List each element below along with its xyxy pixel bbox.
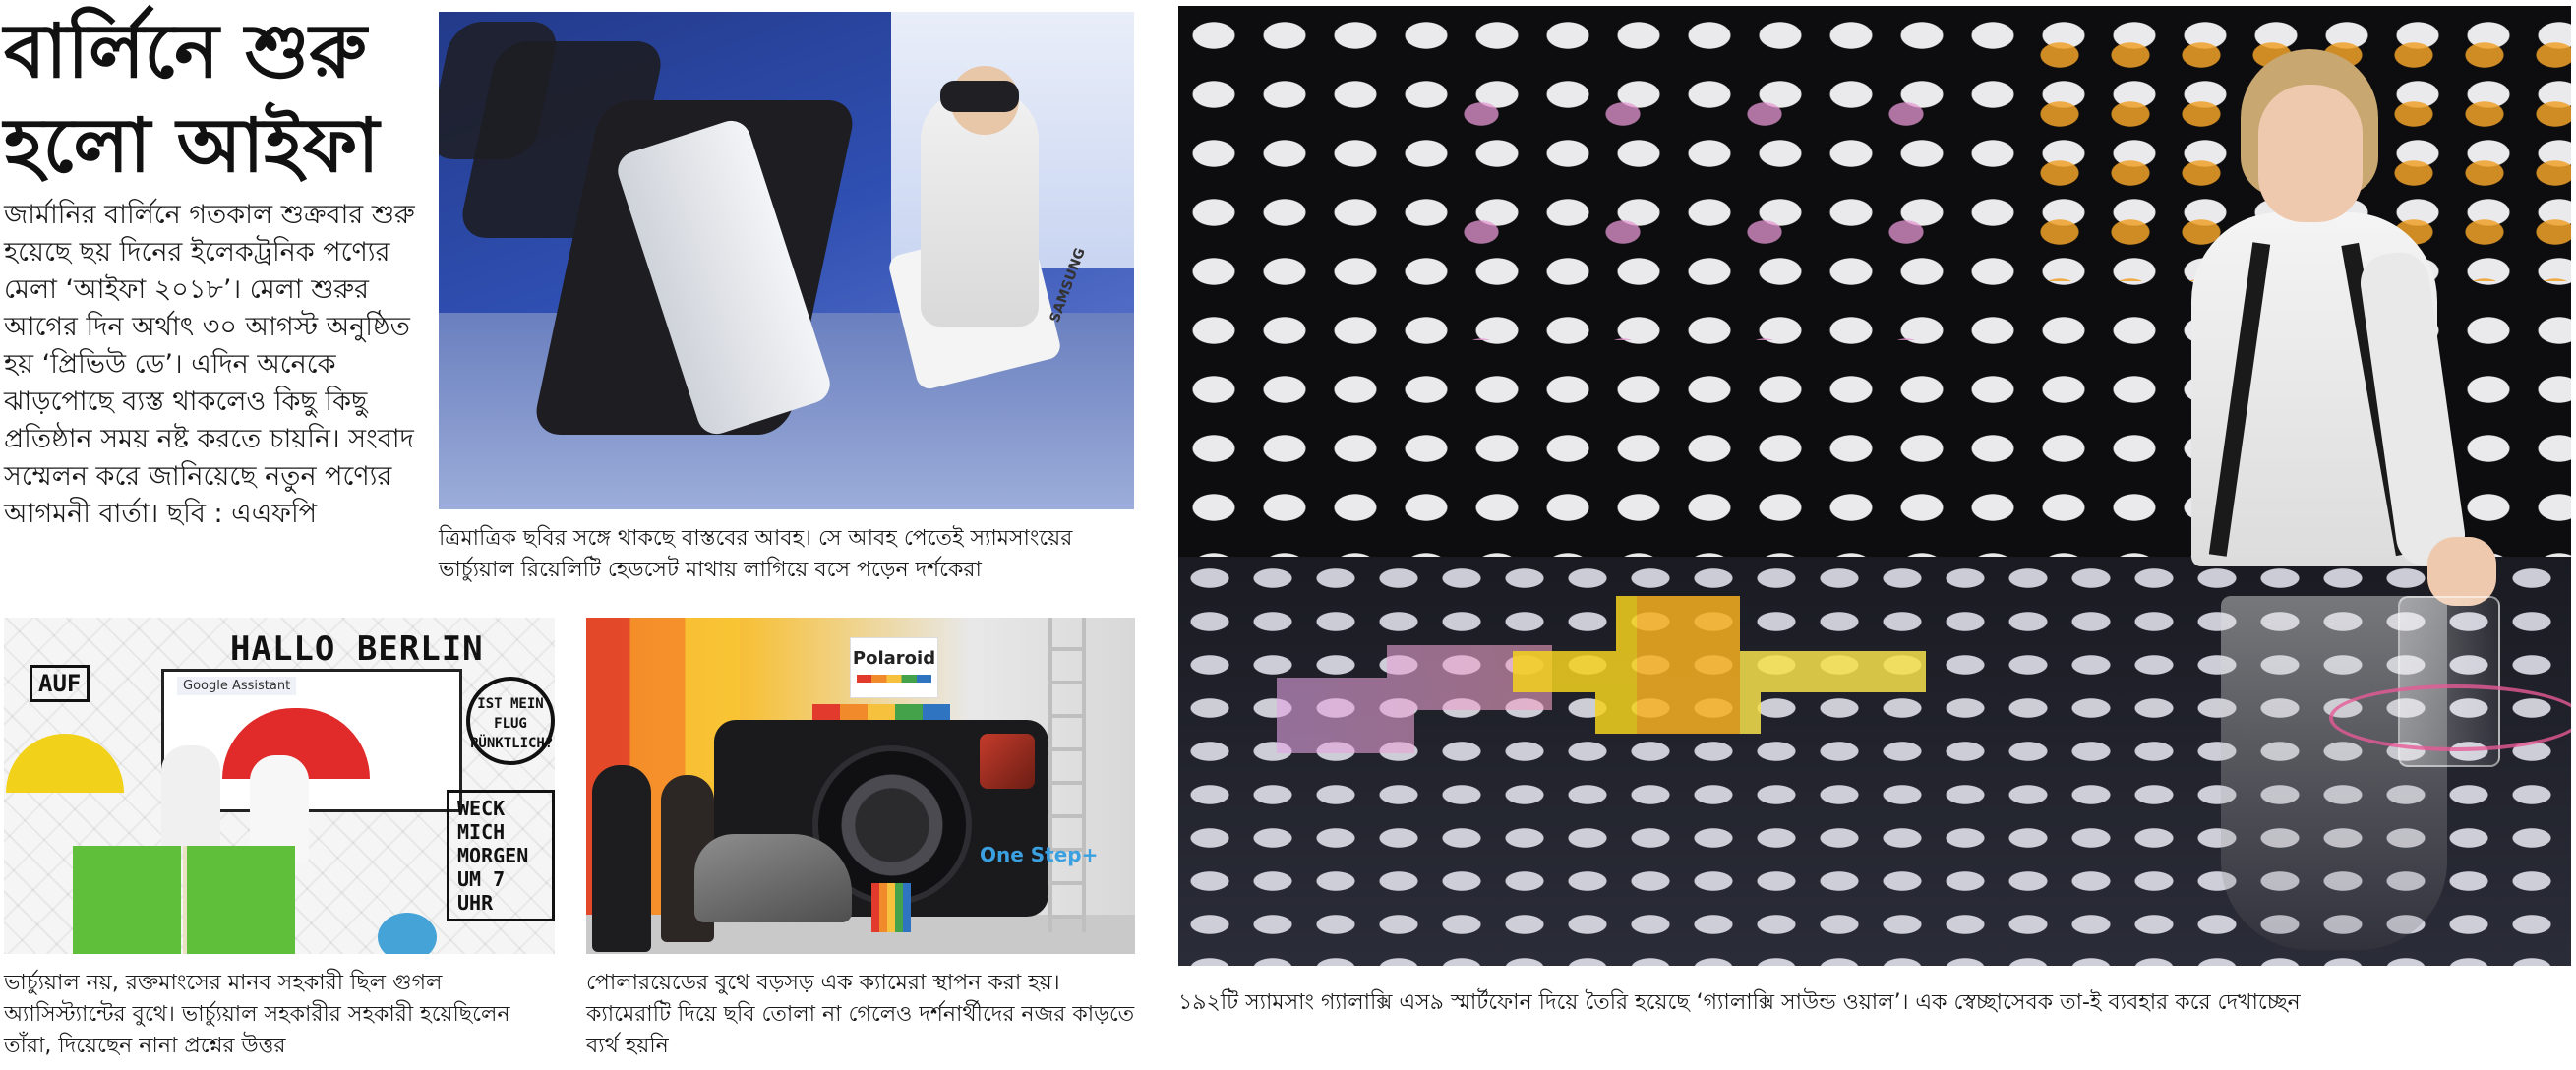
vr-photo-caption: ত্রিমাত্রিক ছবির সঙ্গে থাকছে বাস্তবের আব… (439, 526, 1073, 582)
flight-question-sign: IST MEIN FLUG PÜNKTLICH? (466, 677, 555, 765)
assistant-person (250, 755, 309, 863)
volunteer-hand (2427, 537, 2496, 606)
auf-sign: AUF (30, 665, 90, 702)
blue-chair (378, 913, 437, 954)
ladder (1048, 618, 1086, 932)
cover-cloth (694, 834, 852, 922)
polaroid-booth-caption: পোলারয়েডের বুথে বড়সড় এক ক্যামেরা স্থা… (586, 971, 1135, 1058)
vr-simulator-photo: SAMSUNG (439, 12, 1134, 509)
galaxy-sound-wall-photo (1178, 6, 2571, 966)
vr-headset (940, 81, 1019, 112)
wake-me-sign: WECK MICH MORGEN UM 7 UHR (447, 790, 555, 921)
polaroid-booth-photo: Polaroid One Step+ (586, 618, 1135, 954)
polaroid-logo: Polaroid (850, 637, 938, 698)
hallo-berlin-sign: HALLO BERLIN (230, 629, 484, 669)
reflective-table (1178, 557, 2571, 966)
google-assistant-label: Google Assistant (177, 677, 297, 695)
polaroid-logo-text: Polaroid (852, 648, 936, 669)
green-counter (73, 846, 181, 954)
green-counter (183, 846, 295, 954)
glow-ring (2329, 684, 2571, 751)
booth-worker (592, 765, 651, 952)
volunteer-face (2258, 85, 2363, 222)
article-lead: জার্মানির বার্লিনে গতকাল শুক্রবার শুরু হ… (4, 200, 415, 529)
one-step-label: One Step+ (980, 843, 1099, 866)
google-booth-caption: ভার্চ্যুয়াল নয়, রক্তমাংসের মানব সহকারী… (4, 971, 510, 1058)
logo-rainbow-bars (857, 675, 931, 683)
pink-screens (1375, 26, 1926, 340)
google-assistant-booth-photo: HALLO BERLIN AUF Google Assistant IST ME… (4, 618, 555, 954)
volunteer-reflection (2221, 596, 2447, 950)
assistant-person (161, 745, 220, 854)
article-headline: বার্লিনে শুরু হলো আইফা (4, 7, 380, 189)
camera-rainbow-stripe (871, 883, 911, 932)
galaxy-wall-caption: ১৯২টি স্যামসাং গ্যালাক্সি এস৯ স্মার্টফোন… (1178, 990, 2301, 1015)
camera-viewfinder (980, 734, 1035, 789)
